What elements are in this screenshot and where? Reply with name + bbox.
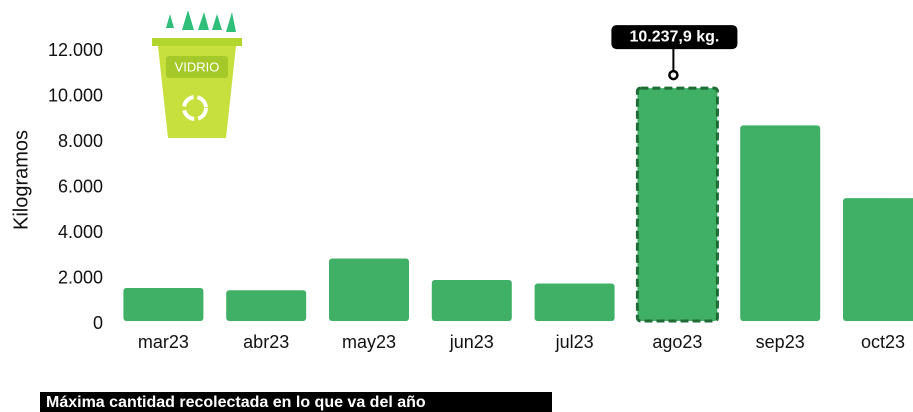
y-axis-label: Kilogramos xyxy=(10,130,32,230)
x-tick-label: oct23 xyxy=(861,332,905,352)
footer: Máxima cantidad recolectada en lo que va… xyxy=(46,394,426,411)
y-tick-label: 8.000 xyxy=(58,131,103,151)
y-tick-label: 10.000 xyxy=(48,85,103,105)
bar xyxy=(843,198,913,321)
x-tick-label: sep23 xyxy=(756,332,805,352)
glass-bin-icon: VIDRIO xyxy=(152,10,242,138)
icon-label: VIDRIO xyxy=(175,59,220,74)
data-label: 10.237,9 kg. xyxy=(629,28,719,45)
x-tick-label: jun23 xyxy=(449,332,494,352)
bar xyxy=(329,258,409,321)
y-tick-label: 2.000 xyxy=(58,267,103,287)
chart: VIDRIO Kilogramos Máxima cantidad recole… xyxy=(0,0,913,412)
x-tick-label: may23 xyxy=(342,332,396,352)
x-tick-label: ago23 xyxy=(652,332,702,352)
annotation-dot xyxy=(669,71,677,79)
bar xyxy=(535,283,615,321)
bar xyxy=(123,288,203,321)
x-tick-label: abr23 xyxy=(243,332,289,352)
bar xyxy=(637,88,717,321)
y-tick-label: 4.000 xyxy=(58,222,103,242)
bar xyxy=(226,290,306,321)
bar xyxy=(432,280,512,321)
x-tick-label: mar23 xyxy=(138,332,189,352)
y-tick-label: 0 xyxy=(93,313,103,333)
y-tick-label: 12.000 xyxy=(48,40,103,60)
y-tick-label: 6.000 xyxy=(58,176,103,196)
x-tick-label: jul23 xyxy=(555,332,594,352)
bar xyxy=(740,125,820,321)
